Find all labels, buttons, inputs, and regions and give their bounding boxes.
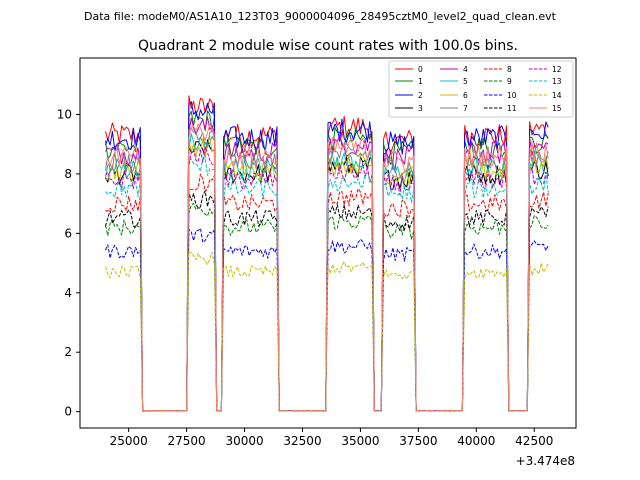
x-tick-label: 42500 <box>515 434 553 448</box>
plot-series-group <box>105 95 549 412</box>
legend-label-5: 5 <box>463 77 468 86</box>
x-axis: 25000 27500 30000 32500 35000 37500 40000 42500 <box>110 428 553 448</box>
legend-label-13: 13 <box>552 77 562 86</box>
legend-label-11: 11 <box>507 104 517 113</box>
y-tick-label: 10 <box>57 107 72 121</box>
x-offset-label: +3.474e8 <box>516 454 575 468</box>
legend-label-3: 3 <box>418 104 423 113</box>
x-tick-label: 32500 <box>283 434 321 448</box>
y-tick-label: 6 <box>64 226 72 240</box>
x-tick-label: 40000 <box>457 434 495 448</box>
legend-label-15: 15 <box>552 104 562 113</box>
series-line-8 <box>105 173 549 412</box>
y-axis: 0 2 4 6 8 10 <box>57 107 80 419</box>
legend-label-1: 1 <box>418 77 423 86</box>
legend-label-6: 6 <box>463 91 468 100</box>
chart-suptitle: Data file: modeM0/AS1A10_123T03_90000040… <box>84 10 557 23</box>
x-tick-label: 27500 <box>168 434 206 448</box>
legend-label-8: 8 <box>507 65 512 74</box>
legend-label-0: 0 <box>418 65 423 74</box>
legend-label-12: 12 <box>552 65 562 74</box>
y-tick-label: 2 <box>64 345 72 359</box>
x-tick-label: 30000 <box>225 434 263 448</box>
legend-label-2: 2 <box>418 91 423 100</box>
x-tick-label: 37500 <box>399 434 437 448</box>
legend-label-4: 4 <box>463 65 468 74</box>
legend-label-7: 7 <box>463 104 468 113</box>
y-tick-label: 8 <box>64 167 72 181</box>
legend-label-9: 9 <box>507 77 512 86</box>
x-tick-label: 25000 <box>110 434 148 448</box>
legend-label-10: 10 <box>507 91 517 100</box>
y-tick-label: 0 <box>64 405 72 419</box>
chart-title: Quadrant 2 module wise count rates with … <box>138 38 518 54</box>
plot-frame <box>79 57 577 429</box>
legend-box <box>388 60 574 118</box>
series-line-14 <box>105 251 549 412</box>
legend-label-14: 14 <box>552 91 562 100</box>
x-tick-label: 35000 <box>341 434 379 448</box>
y-tick-label: 4 <box>64 286 72 300</box>
series-line-15 <box>105 123 549 412</box>
